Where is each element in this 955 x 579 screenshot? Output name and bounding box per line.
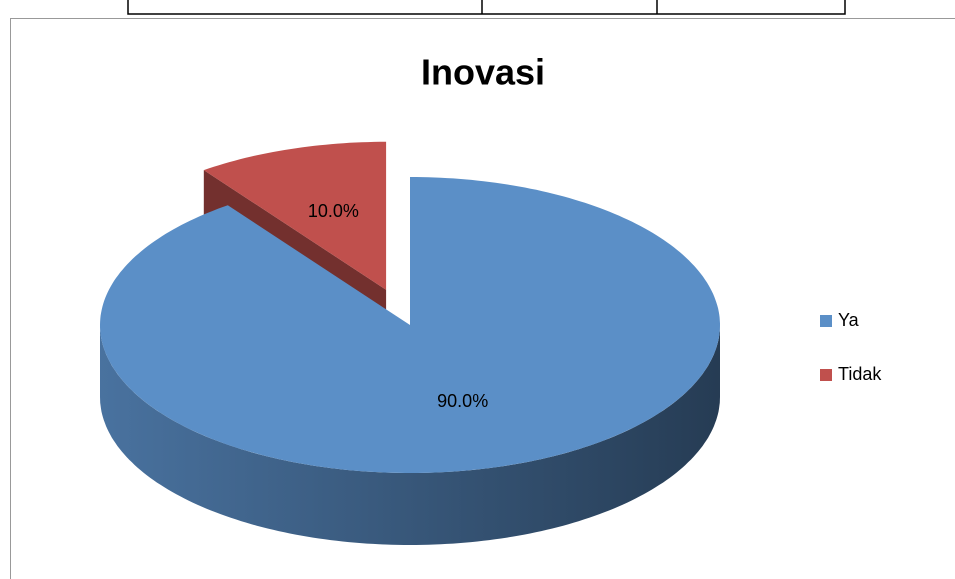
table-border xyxy=(127,0,846,15)
slice xyxy=(203,141,387,290)
chart-title: Inovasi xyxy=(421,52,545,93)
table-remnant xyxy=(127,0,846,15)
slice xyxy=(100,177,720,473)
legend-swatch xyxy=(820,369,832,381)
data-label: 10.0% xyxy=(308,201,359,221)
legend-swatch xyxy=(820,315,832,327)
data-label: 90.0% xyxy=(437,391,488,411)
slice-side xyxy=(100,325,720,545)
slice-group: 90.0% xyxy=(100,177,720,545)
legend-label: Ya xyxy=(838,310,860,330)
chart-frame xyxy=(10,18,955,579)
legend-label: Tidak xyxy=(838,364,882,384)
